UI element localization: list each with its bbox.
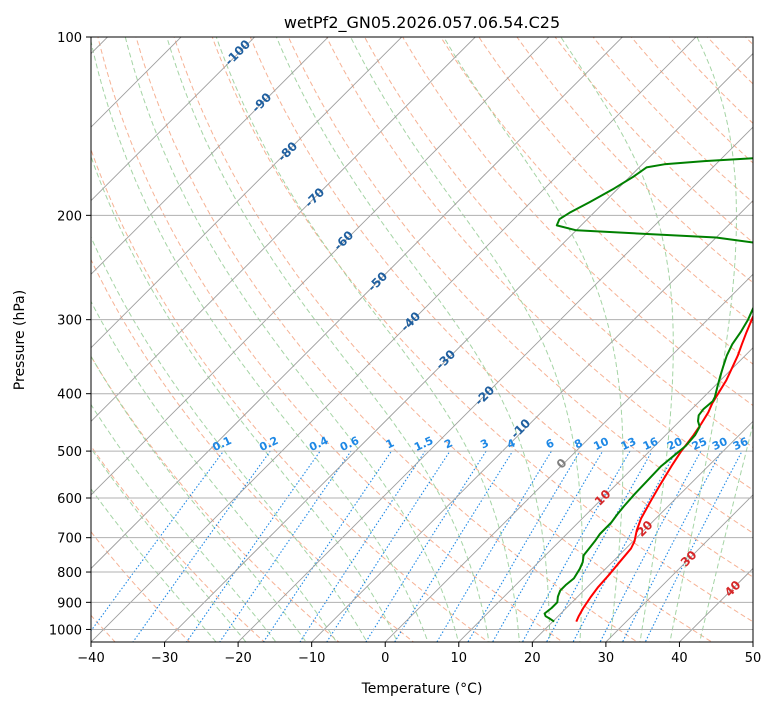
y-tick-label: 200	[57, 209, 82, 224]
y-tick-label: 900	[57, 596, 82, 611]
x-tick-label: −20	[224, 651, 251, 666]
y-tick-label: 400	[57, 388, 82, 403]
x-tick-label: −40	[77, 651, 104, 666]
x-tick-label: 30	[598, 651, 615, 666]
y-tick-label: 300	[57, 314, 82, 329]
plot-area: -100-90-80-70-60-50-40-30-20-10010203040…	[0, 24, 775, 654]
x-tick-label: −30	[151, 651, 178, 666]
y-tick-label: 100	[57, 31, 82, 46]
y-tick-label: 600	[57, 492, 82, 507]
x-tick-label: 50	[745, 651, 762, 666]
y-tick-label: 500	[57, 445, 82, 460]
x-tick-label: −10	[298, 651, 325, 666]
y-axis-label: Pressure (hPa)	[12, 290, 28, 390]
chart-title: wetPf2_GN05.2026.057.06.54.C25	[284, 13, 560, 33]
x-tick-label: 10	[451, 651, 468, 666]
x-axis-label: Temperature (°C)	[361, 681, 483, 697]
x-tick-label: 20	[524, 651, 541, 666]
y-tick-label: 800	[57, 566, 82, 581]
y-tick-label: 700	[57, 532, 82, 547]
y-tick-label: 1000	[49, 623, 82, 638]
x-tick-label: 0	[381, 651, 389, 666]
x-tick-label: 40	[671, 651, 688, 666]
